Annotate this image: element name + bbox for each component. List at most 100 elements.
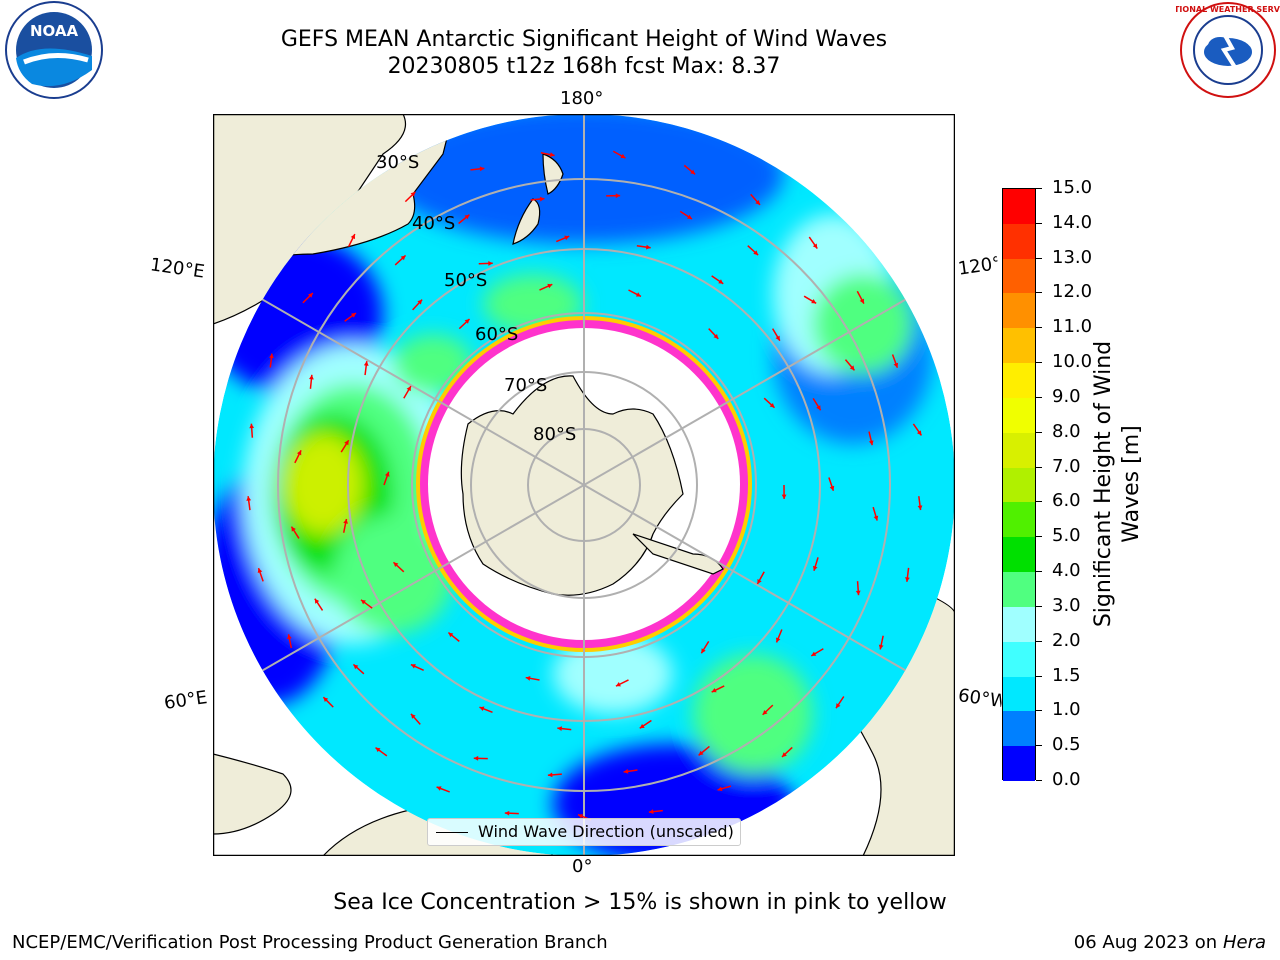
wind-arrow-head <box>400 255 406 261</box>
colorbar-tick-label: 7.0 <box>1052 455 1081 477</box>
colorbar-tick-label: 1.0 <box>1052 699 1081 721</box>
new-zealand-landmass <box>512 153 564 245</box>
colorbar-tick-mark <box>1036 536 1042 538</box>
wind-arrow-head <box>464 319 470 324</box>
wind-arrow-head <box>296 450 302 456</box>
wind-arrow-head <box>623 769 629 774</box>
wind-arrow-head <box>257 568 263 574</box>
noaa-logo-icon: NOAA <box>5 1 103 99</box>
colorbar-segment <box>1003 293 1035 329</box>
wind-arrow-head <box>314 598 320 604</box>
colorbar-tick-label: 4.0 <box>1052 560 1081 582</box>
colorbar-segment <box>1003 397 1035 434</box>
lat-label-80s: 80°S <box>533 424 577 445</box>
colorbar-tick-label: 14.0 <box>1052 211 1093 233</box>
wind-arrow-head <box>504 810 510 816</box>
colorbar-label-line2: Waves [m] <box>1119 425 1144 543</box>
colorbar-segment <box>1003 572 1035 608</box>
wind-arrow-head <box>917 505 923 511</box>
wind-arrow-head <box>698 750 704 756</box>
wind-arrow-head <box>781 752 787 757</box>
colorbar <box>1002 188 1036 782</box>
colorbar-tick-label: 10.0 <box>1052 351 1093 373</box>
colorbar-tick-label: 2.0 <box>1052 629 1081 651</box>
issue-date: 06 Aug 2023 on <box>1073 932 1218 953</box>
antarctic-peninsula <box>632 533 724 575</box>
wind-arrow-head <box>812 243 818 249</box>
wind-arrow-head <box>384 471 390 477</box>
wind-arrow-head <box>479 706 485 712</box>
wind-arrow-head <box>557 726 562 732</box>
wind-arrow-head <box>811 299 817 304</box>
colorbar-segment <box>1003 537 1035 573</box>
wind-arrow-head <box>873 515 879 521</box>
wind-arrow-head <box>855 590 861 596</box>
colorbar-segment <box>1003 258 1035 294</box>
nws-logo-icon: NATIONAL WEATHER SERVICE <box>1176 2 1280 98</box>
colorbar-tick-mark <box>1036 501 1042 503</box>
colorbar-tick-label: 9.0 <box>1052 385 1081 407</box>
colorbar-segment <box>1003 746 1035 782</box>
wind-arrow-head <box>323 697 329 702</box>
wind-arrow-head <box>393 562 399 568</box>
colorbar-tick-mark <box>1036 188 1042 189</box>
colorbar-tick-label: 11.0 <box>1052 316 1093 338</box>
wind-arrow-head <box>775 335 780 341</box>
colorbar-segment <box>1003 606 1035 643</box>
wind-arrow-head <box>578 814 583 819</box>
colorbar-tick-label: 13.0 <box>1052 246 1093 268</box>
wind-arrow-head <box>351 313 357 318</box>
colorbar-tick-label: 0.0 <box>1052 769 1081 790</box>
colorbar-tick-mark <box>1036 780 1042 781</box>
wind-arrow-head <box>620 153 626 159</box>
wind-arrow-head <box>246 496 252 501</box>
wind-direction-arrows <box>246 150 923 821</box>
sea-ice-note: Sea Ice Concentration > 15% is shown in … <box>333 890 947 915</box>
credit-right: 06 Aug 2023 on Hera <box>1074 932 1266 953</box>
colorbar-tick-mark <box>1036 327 1042 329</box>
wind-arrow-head <box>893 362 899 368</box>
wind-arrow-head <box>473 755 479 761</box>
wind-arrow-head <box>859 298 864 304</box>
wind-arrow-head <box>410 713 416 719</box>
wind-arrow-head <box>488 261 493 266</box>
colorbar-tick-mark <box>1036 466 1042 468</box>
wind-arrow-head <box>350 234 356 240</box>
colorbar-tick-label: 0.5 <box>1052 734 1081 756</box>
wind-arrow-head <box>410 664 416 669</box>
wind-arrow-head <box>718 279 724 284</box>
lat-label-40s: 40°S <box>412 213 456 234</box>
antarctica-landmass <box>460 375 684 596</box>
colorbar-segment <box>1003 676 1035 712</box>
colorbar-segment <box>1003 363 1035 399</box>
lat-label-30s: 30°S <box>376 152 420 173</box>
lat-label-70s: 70°S <box>504 375 548 396</box>
nws-logo-text: NATIONAL WEATHER SERVICE <box>1176 5 1280 14</box>
wind-arrow-head <box>547 772 553 778</box>
wind-arrow-head <box>757 579 762 585</box>
lat-label-50s: 50°S <box>444 270 488 291</box>
colorbar-segment <box>1003 502 1035 538</box>
wind-arrow-head <box>525 675 531 681</box>
wind-arrow-head <box>753 250 759 256</box>
colorbar-tick-mark <box>1036 571 1042 573</box>
wind-arrow-head <box>781 494 787 499</box>
wind-arrow-head <box>905 577 910 582</box>
colorbar-tick-label: 5.0 <box>1052 525 1081 547</box>
noaa-logo-text: NOAA <box>30 22 79 40</box>
wind-arrow-head <box>436 786 442 791</box>
wind-arrow-head <box>812 565 818 571</box>
colorbar-tick-label: 15.0 <box>1052 177 1093 198</box>
wind-arrow-head <box>564 235 570 241</box>
colorbar-segment <box>1003 189 1035 225</box>
colorbar-tick-label: 3.0 <box>1052 594 1081 616</box>
legend-text: Wind Wave Direction (unscaled) <box>478 822 734 841</box>
wind-arrow-head <box>755 200 760 205</box>
colorbar-tick-mark <box>1036 745 1042 747</box>
chart-title: GEFS MEAN Antarctic Significant Height o… <box>280 27 888 52</box>
wind-arrow-head <box>269 353 274 359</box>
lon-label-60w: 60°W <box>956 685 1004 712</box>
colorbar-segment <box>1003 467 1035 503</box>
colorbar-segment <box>1003 223 1035 260</box>
wind-arrow-head <box>353 664 359 670</box>
